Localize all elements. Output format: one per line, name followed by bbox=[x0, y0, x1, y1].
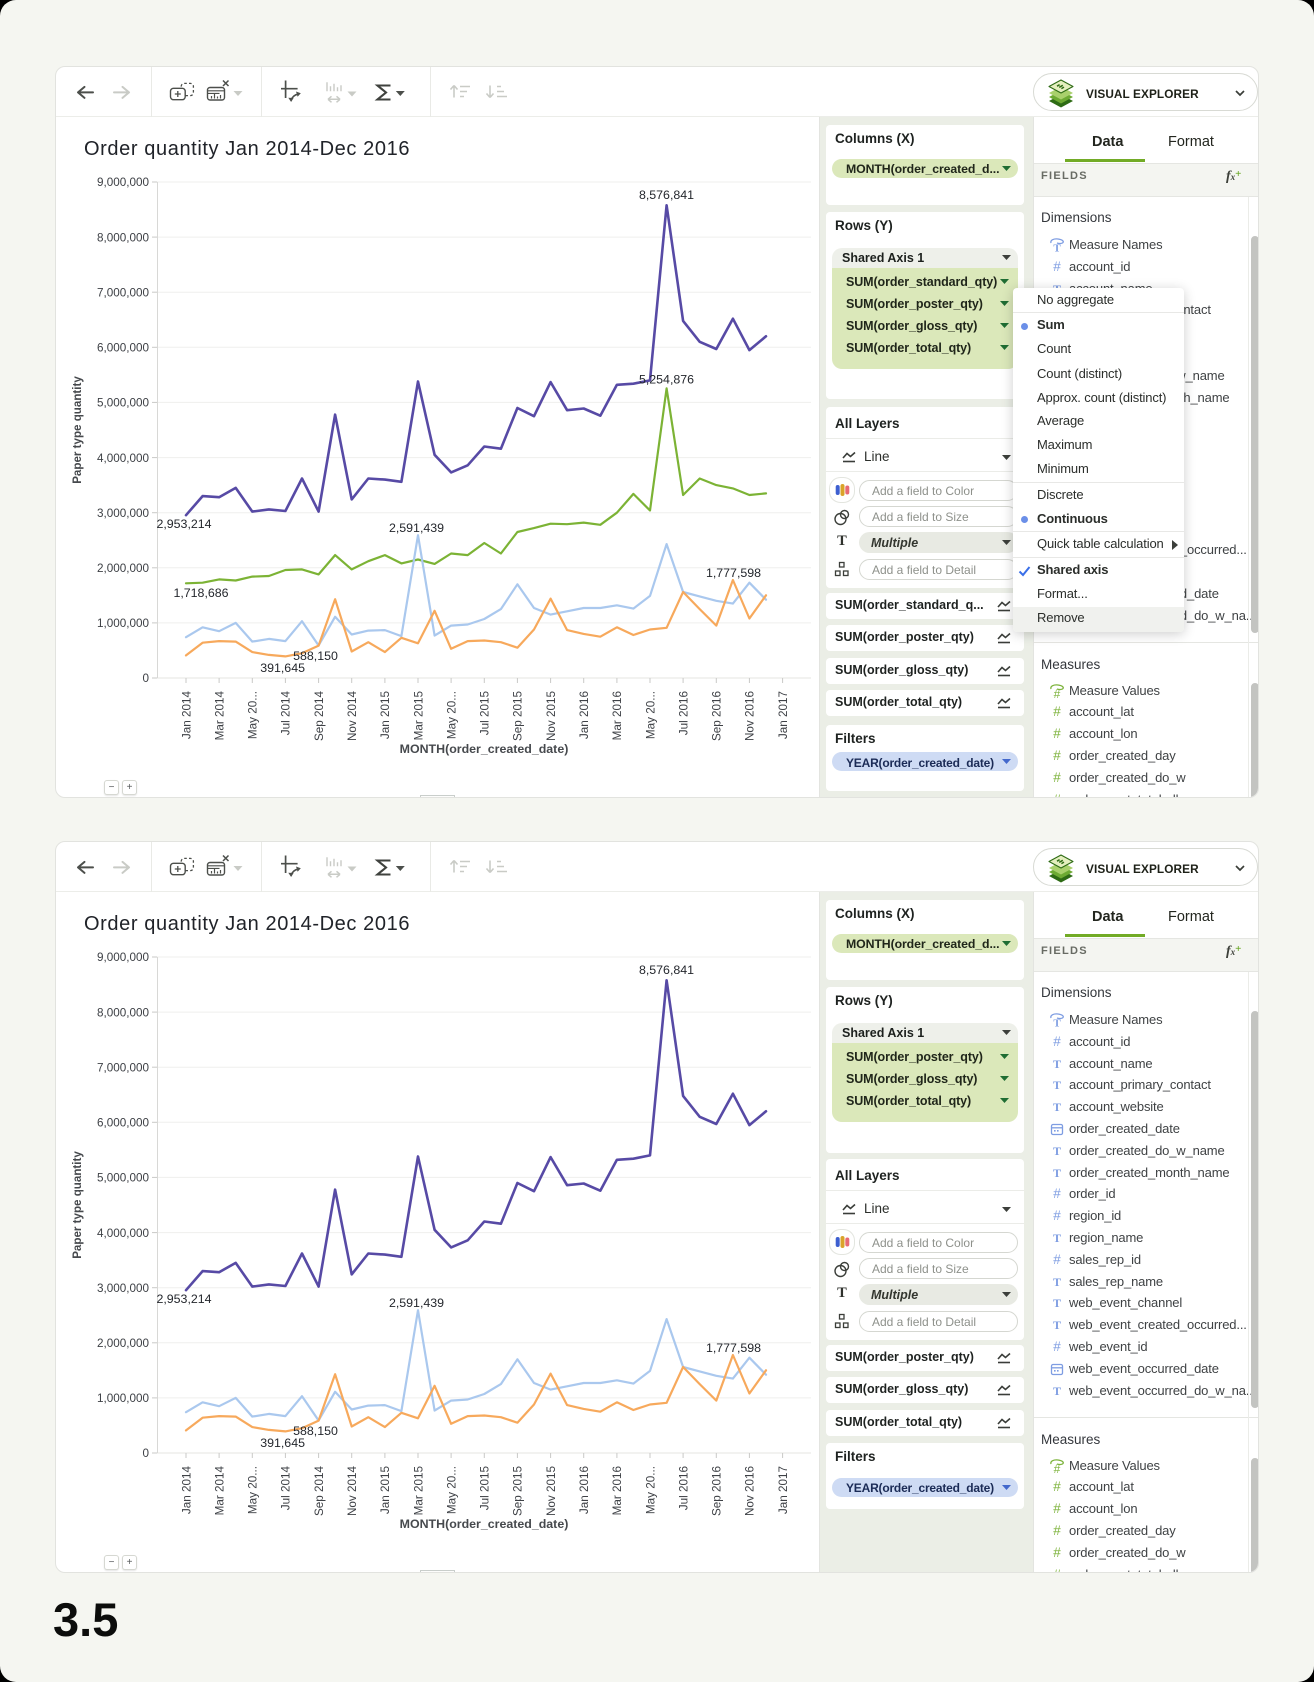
svg-text:Nov 2015: Nov 2015 bbox=[545, 691, 558, 742]
svg-text:Sep 2015: Sep 2015 bbox=[512, 691, 525, 742]
svg-text:588,150: 588,150 bbox=[293, 649, 338, 663]
svg-text:Mar 2014: Mar 2014 bbox=[213, 691, 226, 741]
svg-text:1,777,598: 1,777,598 bbox=[706, 1341, 761, 1355]
svg-text:Jul 2014: Jul 2014 bbox=[280, 1466, 293, 1511]
svg-text:Paper type quantity: Paper type quantity bbox=[71, 1151, 84, 1259]
svg-text:Sep 2016: Sep 2016 bbox=[711, 691, 724, 741]
svg-text:May 20...: May 20... bbox=[247, 691, 260, 739]
svg-text:0: 0 bbox=[142, 672, 149, 685]
svg-text:8,000,000: 8,000,000 bbox=[97, 1006, 149, 1019]
svg-text:May 20...: May 20... bbox=[445, 1466, 458, 1514]
svg-text:Jul 2016: Jul 2016 bbox=[677, 1466, 690, 1510]
svg-text:T: T bbox=[1053, 1018, 1061, 1030]
svg-text:Mar 2016: Mar 2016 bbox=[611, 1466, 624, 1515]
svg-text:T: T bbox=[1053, 243, 1061, 255]
svg-text:2,591,439: 2,591,439 bbox=[389, 521, 444, 535]
svg-text:Nov 2014: Nov 2014 bbox=[346, 1466, 359, 1517]
svg-text:Nov 2016: Nov 2016 bbox=[744, 691, 757, 741]
svg-text:3,000,000: 3,000,000 bbox=[97, 507, 149, 520]
svg-text:6,000,000: 6,000,000 bbox=[97, 1117, 149, 1130]
svg-text:Mar 2015: Mar 2015 bbox=[412, 1466, 425, 1516]
svg-text:Jan 2015: Jan 2015 bbox=[379, 691, 392, 740]
svg-text:Jul 2015: Jul 2015 bbox=[479, 1466, 492, 1511]
svg-text:4,000,000: 4,000,000 bbox=[97, 452, 149, 465]
svg-text:8,000,000: 8,000,000 bbox=[97, 231, 149, 244]
svg-text:7,000,000: 7,000,000 bbox=[97, 286, 149, 299]
svg-text:MONTH(order_created_date): MONTH(order_created_date) bbox=[400, 1517, 569, 1531]
svg-text:5,000,000: 5,000,000 bbox=[97, 1172, 149, 1185]
svg-text:7,000,000: 7,000,000 bbox=[97, 1061, 149, 1074]
svg-text:Jan 2014: Jan 2014 bbox=[180, 691, 193, 740]
svg-text:3,000,000: 3,000,000 bbox=[97, 1282, 149, 1295]
svg-text:May 20...: May 20... bbox=[644, 691, 657, 739]
svg-text:May 20...: May 20... bbox=[445, 691, 458, 739]
svg-text:Jan 2016: Jan 2016 bbox=[578, 1466, 591, 1514]
svg-text:MONTH(order_created_date): MONTH(order_created_date) bbox=[400, 742, 569, 756]
svg-text:Mar 2016: Mar 2016 bbox=[611, 691, 624, 740]
svg-text:Nov 2015: Nov 2015 bbox=[545, 1466, 558, 1517]
svg-text:Sep 2016: Sep 2016 bbox=[711, 1466, 724, 1516]
svg-text:Jul 2015: Jul 2015 bbox=[479, 691, 492, 736]
svg-text:5,254,876: 5,254,876 bbox=[639, 373, 694, 387]
svg-text:1,718,686: 1,718,686 bbox=[173, 586, 228, 600]
svg-text:1,000,000: 1,000,000 bbox=[97, 1392, 149, 1405]
svg-text:8,576,841: 8,576,841 bbox=[639, 188, 694, 202]
svg-text:#: # bbox=[1054, 687, 1061, 700]
svg-text:1,000,000: 1,000,000 bbox=[97, 617, 149, 630]
svg-text:Jul 2016: Jul 2016 bbox=[677, 691, 690, 735]
svg-text:#: # bbox=[1054, 1462, 1061, 1475]
svg-text:Jan 2016: Jan 2016 bbox=[578, 691, 591, 739]
svg-text:Nov 2014: Nov 2014 bbox=[346, 691, 359, 742]
svg-text:5,000,000: 5,000,000 bbox=[97, 397, 149, 410]
svg-text:Sep 2014: Sep 2014 bbox=[313, 691, 326, 742]
svg-text:4,000,000: 4,000,000 bbox=[97, 1227, 149, 1240]
svg-text:Jan 2017: Jan 2017 bbox=[777, 691, 790, 739]
svg-text:0: 0 bbox=[142, 1447, 149, 1460]
svg-text:Sep 2014: Sep 2014 bbox=[313, 1466, 326, 1517]
svg-text:9,000,000: 9,000,000 bbox=[97, 951, 149, 964]
svg-text:2,000,000: 2,000,000 bbox=[97, 1337, 149, 1350]
svg-text:2,953,214: 2,953,214 bbox=[156, 1292, 211, 1306]
svg-text:Mar 2014: Mar 2014 bbox=[213, 1466, 226, 1516]
svg-text:8,576,841: 8,576,841 bbox=[639, 963, 694, 977]
svg-text:Jul 2014: Jul 2014 bbox=[280, 691, 293, 736]
svg-text:9,000,000: 9,000,000 bbox=[97, 176, 149, 189]
svg-text:Mar 2015: Mar 2015 bbox=[412, 691, 425, 741]
svg-text:391,645: 391,645 bbox=[260, 1436, 305, 1450]
svg-text:Jan 2014: Jan 2014 bbox=[180, 1466, 193, 1515]
svg-text:6,000,000: 6,000,000 bbox=[97, 342, 149, 355]
svg-text:2,953,214: 2,953,214 bbox=[156, 517, 211, 531]
svg-text:2,591,439: 2,591,439 bbox=[389, 1296, 444, 1310]
svg-text:May 20...: May 20... bbox=[247, 1466, 260, 1514]
svg-text:May 20...: May 20... bbox=[644, 1466, 657, 1514]
svg-text:Jan 2017: Jan 2017 bbox=[777, 1466, 790, 1514]
svg-text:2,000,000: 2,000,000 bbox=[97, 562, 149, 575]
svg-text:Jan 2015: Jan 2015 bbox=[379, 1466, 392, 1515]
svg-text:Sep 2015: Sep 2015 bbox=[512, 1466, 525, 1517]
svg-text:391,645: 391,645 bbox=[260, 661, 305, 675]
svg-text:588,150: 588,150 bbox=[293, 1424, 338, 1438]
svg-text:Nov 2016: Nov 2016 bbox=[744, 1466, 757, 1516]
svg-text:1,777,598: 1,777,598 bbox=[706, 566, 761, 580]
svg-text:Paper type quantity: Paper type quantity bbox=[71, 376, 84, 484]
